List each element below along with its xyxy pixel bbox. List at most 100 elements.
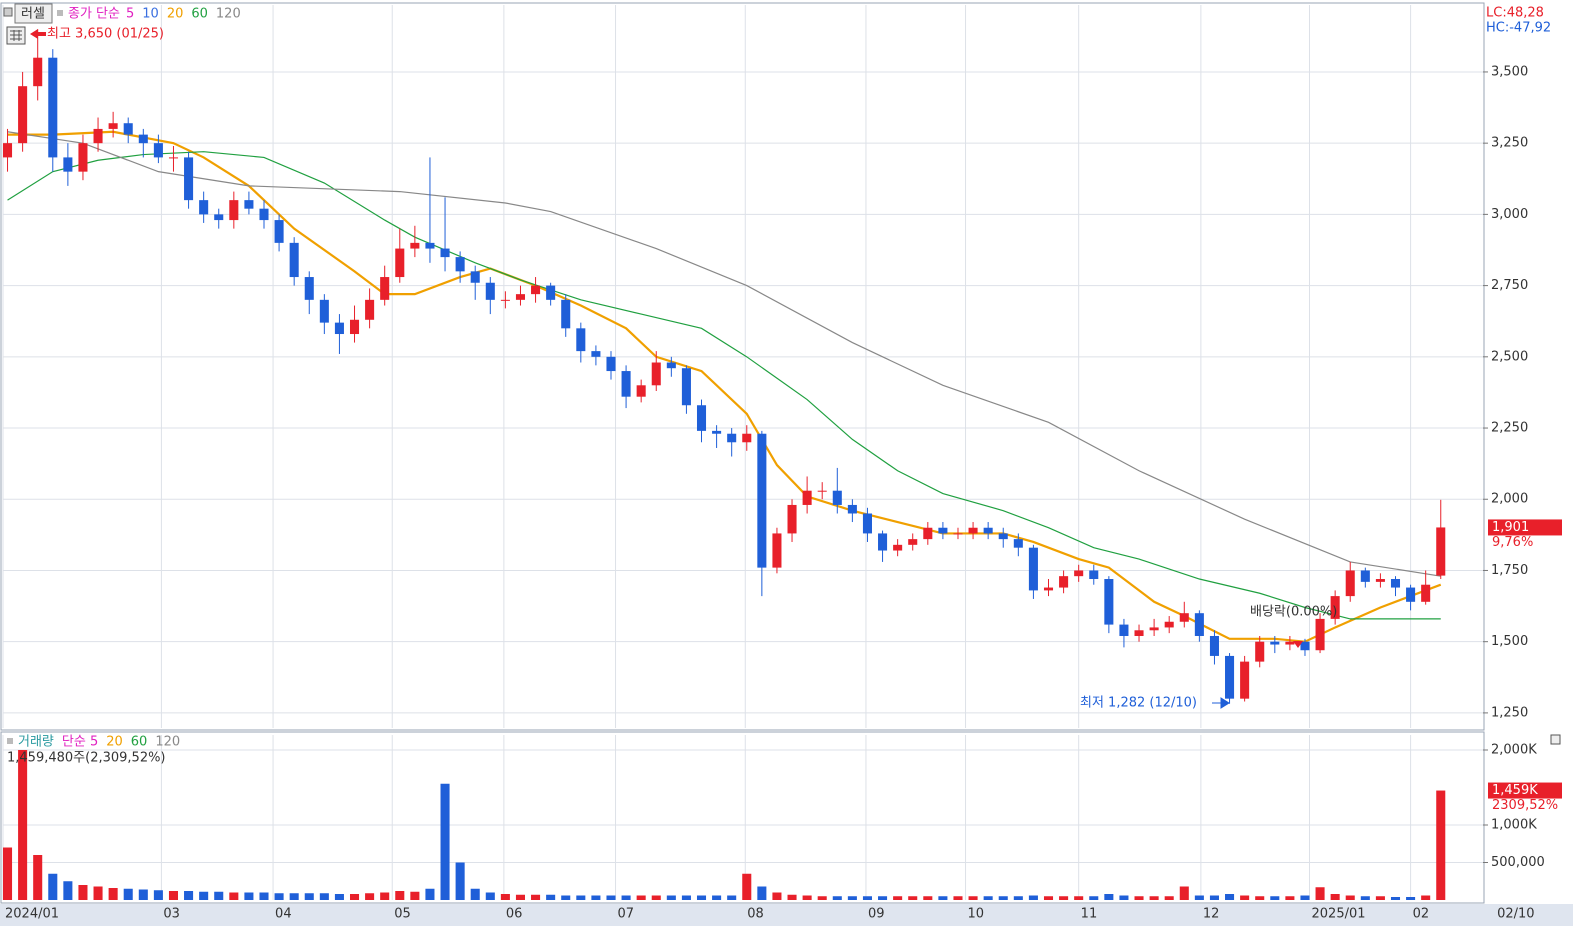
volume-bar	[923, 896, 933, 900]
volume-bar	[1285, 896, 1295, 900]
candle-body	[425, 242, 435, 249]
volume-bar	[1074, 896, 1084, 900]
y-tick-label: 1,500	[1491, 634, 1528, 649]
button[interactable]	[14, 3, 53, 24]
volume-bar	[1059, 896, 1069, 900]
volume-bar	[1225, 894, 1235, 900]
candle-body	[470, 271, 480, 283]
volume-panel	[0, 731, 1485, 904]
candle-body	[862, 513, 872, 534]
volume-bar	[1300, 895, 1310, 900]
volume-bar	[1330, 894, 1340, 900]
hc-label: HC:-47,92	[1486, 21, 1551, 36]
candle-body	[3, 143, 13, 158]
y-tick-label: 2,000	[1491, 492, 1528, 507]
candle-body	[1028, 547, 1038, 591]
button-label[interactable]: 러셀	[21, 7, 45, 22]
candle-body	[168, 157, 179, 159]
volume-bar	[304, 893, 314, 900]
candle-body	[636, 385, 646, 397]
candle-body	[968, 527, 978, 534]
x-tick-label: 2025/01	[1312, 907, 1366, 922]
price-tag-label: 1,901	[1492, 520, 1529, 535]
candle-body	[878, 533, 888, 551]
candle-body	[546, 285, 556, 300]
volume-bar	[93, 886, 103, 900]
low-arrow	[1212, 697, 1230, 709]
volume-bar	[108, 888, 118, 900]
candle-body	[319, 299, 329, 323]
candle-body	[1043, 587, 1054, 591]
candle-body	[1375, 579, 1385, 582]
y-tick-label: 3,500	[1491, 64, 1528, 79]
legend-entry: 20	[167, 7, 184, 22]
x-tick-label: 08	[747, 907, 764, 922]
candle-body	[1134, 630, 1144, 636]
volume-bar	[48, 873, 58, 900]
volume-ma-label: 단순 5	[62, 735, 98, 750]
candle-body	[561, 299, 571, 329]
candle-body	[334, 322, 344, 335]
candle-body	[1345, 570, 1355, 597]
y-tick-label: 500,000	[1491, 855, 1545, 870]
candle-body	[1406, 587, 1416, 602]
candle-body	[380, 277, 390, 300]
volume-change: 2309,52%	[1492, 798, 1558, 813]
candle-body	[1421, 584, 1431, 602]
volume-bar	[138, 889, 148, 900]
candle-body	[304, 277, 314, 300]
candle-body	[1360, 570, 1370, 582]
volume-bar	[651, 895, 661, 900]
volume-bar	[1421, 895, 1431, 900]
candle-body	[757, 433, 767, 568]
volume-bar	[561, 895, 571, 900]
volume-bar	[229, 892, 239, 900]
volume-bar	[1043, 896, 1054, 900]
volume-bar	[1134, 896, 1144, 900]
candle-body	[847, 504, 857, 514]
volume-bar	[1179, 886, 1189, 900]
candle-body	[953, 533, 963, 535]
candle-body	[123, 123, 133, 135]
candle-body	[349, 319, 360, 335]
legend-entry: 60	[131, 735, 148, 750]
volume-bar	[18, 750, 28, 900]
menu-icon[interactable]	[3, 7, 13, 17]
volume-bar	[696, 895, 707, 900]
volume-info: 1,459,480주(2,309,52%)	[7, 751, 166, 766]
candle-body	[1164, 621, 1174, 628]
x-tick-label: 05	[394, 907, 411, 922]
volume-bar	[1406, 897, 1416, 900]
candle-body	[184, 157, 194, 201]
volume-bar	[319, 893, 329, 900]
volume-bar	[470, 888, 480, 900]
candle-body	[1104, 579, 1114, 625]
volume-bar	[184, 891, 194, 900]
candle-body	[1390, 579, 1401, 588]
y-tick-label: 2,000K	[1491, 743, 1537, 758]
volume-bar	[349, 894, 360, 900]
volume-bar	[259, 892, 269, 900]
legend-entry: 120	[155, 735, 180, 750]
close-icon[interactable]	[1550, 734, 1561, 745]
candle-body	[832, 490, 842, 505]
y-tick-label: 2,750	[1491, 278, 1528, 293]
volume-bar	[591, 895, 601, 900]
volume-bar	[546, 894, 556, 900]
candle-body	[802, 490, 812, 505]
volume-tag	[1488, 782, 1562, 799]
volume-bar	[1209, 895, 1219, 900]
price-change: 9,76%	[1492, 535, 1533, 550]
candle-body	[787, 504, 797, 534]
volume-bar	[515, 894, 525, 900]
candle-body	[48, 57, 58, 158]
candle-body	[591, 351, 601, 357]
candle-body	[108, 123, 118, 129]
volume-bar	[938, 896, 948, 900]
legend-icon	[7, 738, 13, 744]
volume-bar	[531, 894, 541, 900]
candle-body	[78, 143, 88, 172]
volume-bar	[893, 896, 903, 900]
volume-bar	[802, 895, 812, 900]
legend-entry: 120	[216, 7, 241, 22]
